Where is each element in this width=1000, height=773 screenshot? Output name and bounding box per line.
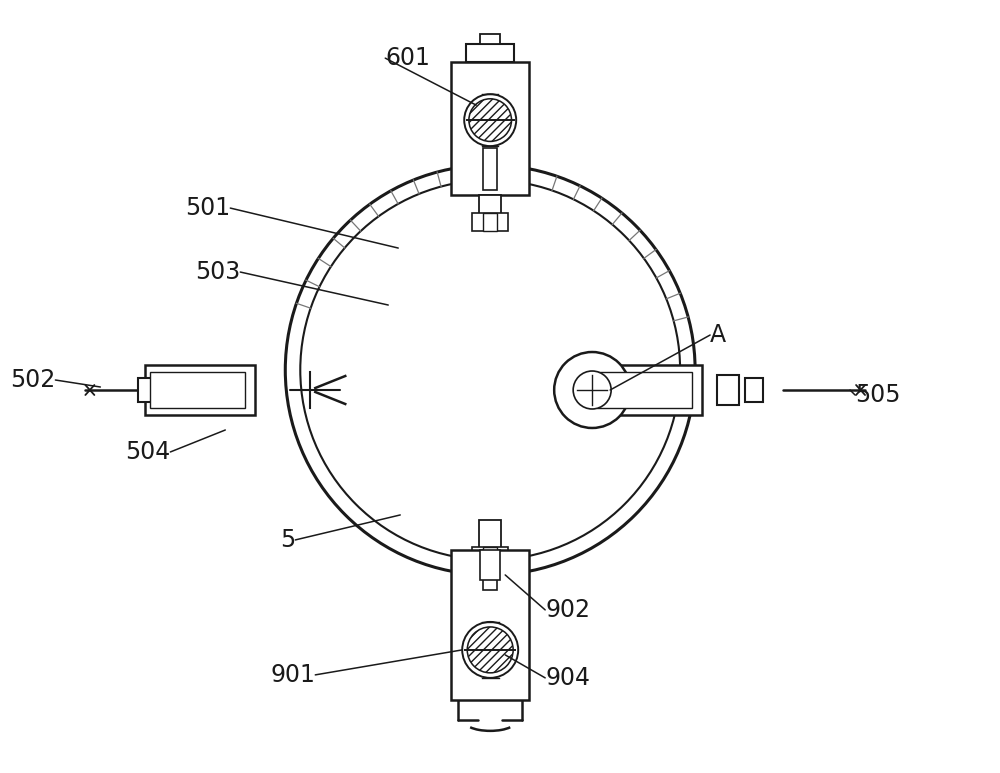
Text: 504: 504 bbox=[125, 440, 170, 464]
Circle shape bbox=[573, 371, 611, 409]
Circle shape bbox=[554, 352, 630, 428]
Text: 901: 901 bbox=[270, 663, 315, 687]
Circle shape bbox=[464, 94, 516, 146]
Text: A: A bbox=[710, 323, 726, 347]
Bar bbox=[597, 372, 692, 408]
Bar bbox=[472, 547, 508, 562]
Text: 601: 601 bbox=[385, 46, 430, 70]
Bar bbox=[466, 44, 514, 62]
Text: 505: 505 bbox=[855, 383, 901, 407]
Text: 501: 501 bbox=[185, 196, 230, 220]
Bar bbox=[592, 365, 702, 415]
Bar bbox=[472, 213, 508, 231]
Bar bbox=[150, 372, 245, 408]
Bar bbox=[138, 378, 156, 402]
Bar bbox=[717, 375, 739, 405]
Bar bbox=[483, 555, 497, 590]
Bar bbox=[145, 365, 255, 415]
Circle shape bbox=[462, 622, 518, 678]
Text: 5: 5 bbox=[280, 528, 295, 552]
Bar bbox=[483, 213, 497, 231]
Bar bbox=[483, 547, 497, 562]
Bar bbox=[745, 378, 763, 402]
Bar bbox=[479, 520, 501, 555]
Bar bbox=[163, 375, 185, 405]
Bar bbox=[480, 550, 500, 580]
Bar bbox=[479, 195, 501, 220]
Text: 904: 904 bbox=[545, 666, 590, 690]
Bar bbox=[451, 62, 529, 195]
Bar bbox=[451, 550, 529, 700]
Text: 502: 502 bbox=[10, 368, 55, 392]
Bar bbox=[483, 148, 497, 190]
Text: 902: 902 bbox=[545, 598, 590, 622]
Bar bbox=[480, 34, 500, 44]
Text: 503: 503 bbox=[195, 260, 240, 284]
